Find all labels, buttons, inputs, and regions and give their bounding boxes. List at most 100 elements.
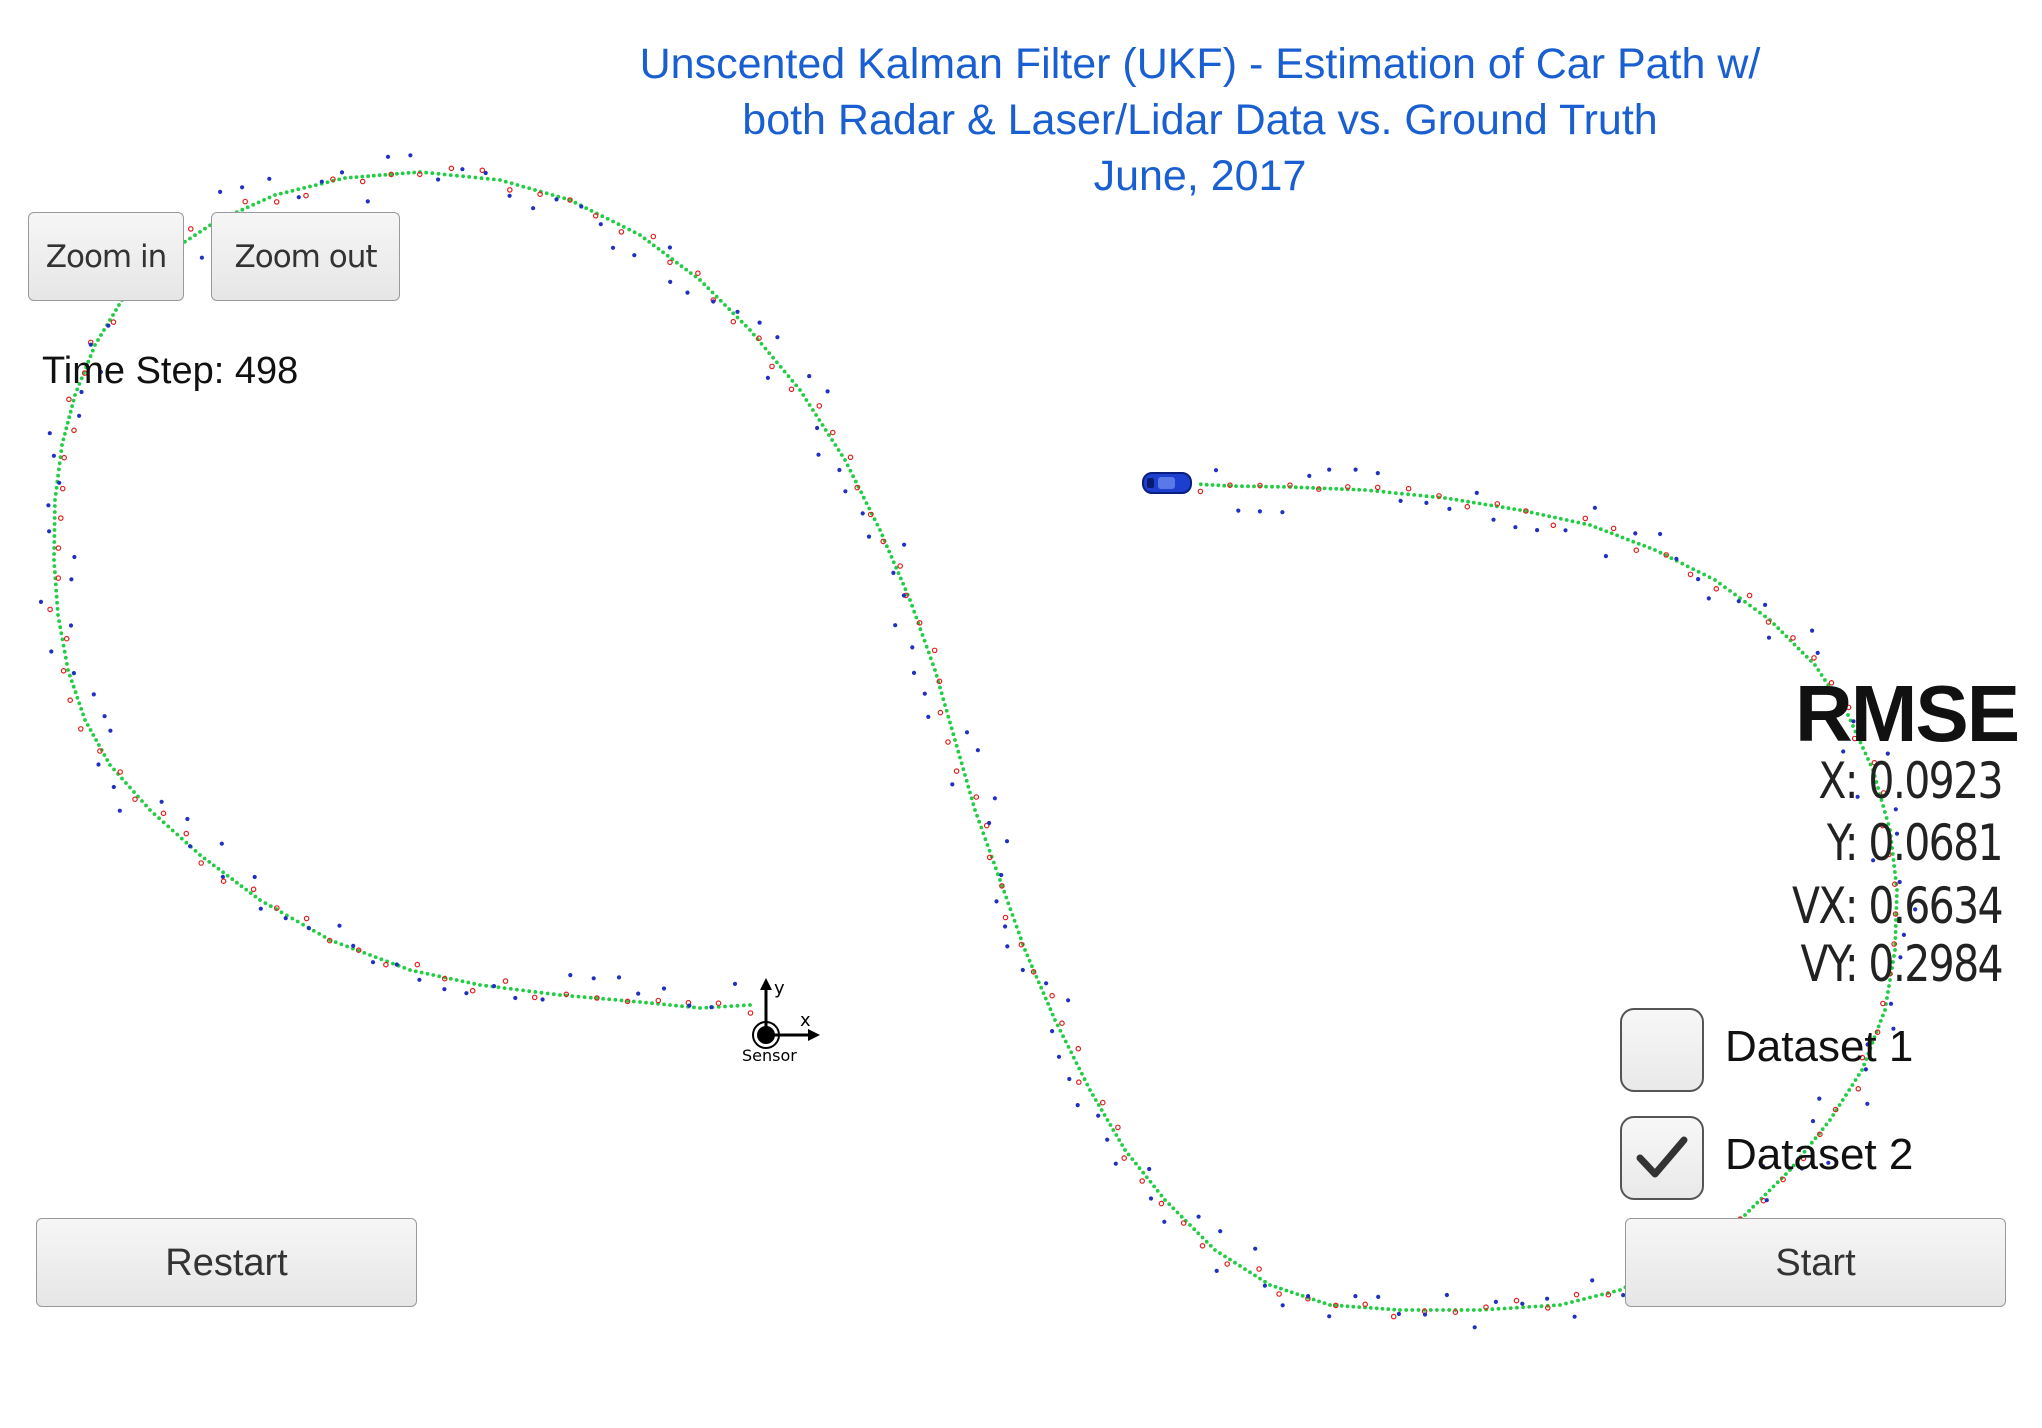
zoom-in-button[interactable]: Zoom in	[28, 212, 184, 301]
ground-truth-point	[588, 995, 593, 1000]
ground-truth-point	[1539, 1304, 1544, 1309]
ground-truth-point	[193, 233, 197, 238]
ground-truth-point	[1279, 1286, 1283, 1291]
radar-measurement	[610, 245, 616, 250]
radar-measurement	[102, 714, 107, 719]
lidar-measurement	[1845, 704, 1852, 711]
ground-truth-point	[52, 528, 57, 532]
dataset-1-checkbox[interactable]	[1620, 1008, 1704, 1092]
ground-truth-point	[1600, 1292, 1604, 1297]
lidar-measurement	[854, 484, 861, 491]
ground-truth-point	[245, 205, 250, 210]
restart-button[interactable]: Restart	[36, 1218, 417, 1307]
ground-truth-point	[1216, 483, 1221, 488]
ground-truth-point	[1345, 1304, 1350, 1309]
ground-truth-point	[1016, 930, 1021, 935]
radar-measurement	[1841, 749, 1846, 754]
radar-measurement	[339, 170, 345, 175]
radar-measurement	[687, 1003, 692, 1008]
ground-truth-point	[836, 448, 841, 452]
ground-truth-point	[1604, 529, 1609, 534]
lidar-measurement	[1227, 482, 1233, 489]
ground-truth-point	[68, 673, 72, 678]
radar-measurement	[1871, 858, 1876, 863]
ground-truth-point	[60, 637, 65, 642]
radar-measurement	[1875, 975, 1880, 980]
start-button[interactable]: Start	[1625, 1218, 2006, 1307]
ground-truth-point	[57, 461, 62, 466]
lidar-measurement	[1874, 1029, 1881, 1036]
ground-truth-point	[461, 174, 465, 179]
dataset-2-checkbox[interactable]	[1620, 1116, 1704, 1200]
lidar-measurement	[563, 991, 570, 998]
ground-truth-point	[1853, 1078, 1858, 1082]
ground-truth-point	[448, 173, 453, 178]
radar-measurement	[732, 981, 738, 987]
radar-measurement	[1253, 1246, 1258, 1251]
ground-truth-point	[1099, 1108, 1104, 1112]
lidar-measurement	[867, 511, 874, 518]
ground-truth-point	[743, 323, 748, 328]
ground-truth-point	[1653, 548, 1657, 552]
ground-truth-point	[1784, 1172, 1788, 1176]
ground-truth-point	[872, 517, 877, 522]
ground-truth-point	[1813, 663, 1817, 667]
ground-truth-point	[1893, 876, 1898, 880]
radar-measurement	[901, 593, 907, 598]
ground-truth-point	[132, 790, 136, 794]
ground-truth-point	[1246, 484, 1250, 489]
ground-truth-point	[584, 206, 589, 211]
ground-truth-point	[1868, 762, 1873, 767]
ground-truth-point	[674, 1003, 678, 1008]
ground-truth-point	[771, 355, 775, 360]
ground-truth-point	[1386, 1307, 1391, 1312]
ground-truth-point	[52, 540, 57, 544]
ground-truth-point	[607, 997, 612, 1002]
ground-truth-point	[1521, 1305, 1525, 1310]
ground-truth-point	[1471, 500, 1476, 505]
radar-measurement	[283, 916, 288, 921]
lidar-measurement	[502, 978, 509, 984]
ground-truth-point	[1061, 1034, 1065, 1039]
checkmark-icon	[1636, 1136, 1688, 1178]
radar-measurement	[491, 984, 497, 989]
ground-truth-point	[600, 214, 605, 219]
radar-measurement	[1590, 1278, 1595, 1283]
ground-truth-point	[688, 271, 693, 275]
ground-truth-point	[391, 961, 395, 966]
zoom-out-button[interactable]: Zoom out	[211, 212, 400, 301]
ground-truth-point	[987, 848, 992, 853]
ground-truth-point	[1877, 792, 1882, 796]
ground-truth-point	[1435, 1308, 1439, 1312]
ground-truth-point	[1502, 1306, 1507, 1311]
ground-truth-point	[1892, 954, 1896, 958]
ground-truth-point	[903, 587, 908, 592]
radar-measurement	[1814, 711, 1819, 716]
lidar-measurement	[715, 1000, 722, 1007]
ground-truth-point	[933, 668, 937, 672]
ground-truth-point	[68, 409, 73, 414]
ground-truth-point	[1311, 486, 1315, 490]
ground-truth-point	[1123, 1148, 1127, 1152]
ground-truth-point	[1685, 564, 1690, 569]
ground-truth-point	[544, 191, 549, 196]
radar-measurement	[111, 784, 116, 790]
ground-truth-point	[533, 990, 538, 994]
radar-measurement	[815, 425, 820, 431]
car-icon	[1142, 472, 1192, 494]
lidar-measurement	[1483, 1304, 1489, 1311]
radar-measurement	[1894, 831, 1900, 836]
ground-truth-point	[741, 1003, 746, 1008]
ground-truth-point	[467, 175, 472, 179]
ground-truth-point	[638, 1000, 642, 1004]
ground-truth-point	[1043, 996, 1048, 1001]
ground-truth-point	[360, 174, 365, 179]
radar-measurement	[1851, 719, 1856, 724]
ground-truth-point	[859, 490, 864, 495]
ground-truth-point	[1416, 1308, 1421, 1312]
radar-measurement	[1491, 517, 1496, 522]
ground-truth-point	[1615, 533, 1619, 538]
radar-measurement	[1005, 944, 1010, 949]
radar-measurement	[1535, 528, 1540, 533]
lidar-measurement	[1464, 503, 1471, 510]
